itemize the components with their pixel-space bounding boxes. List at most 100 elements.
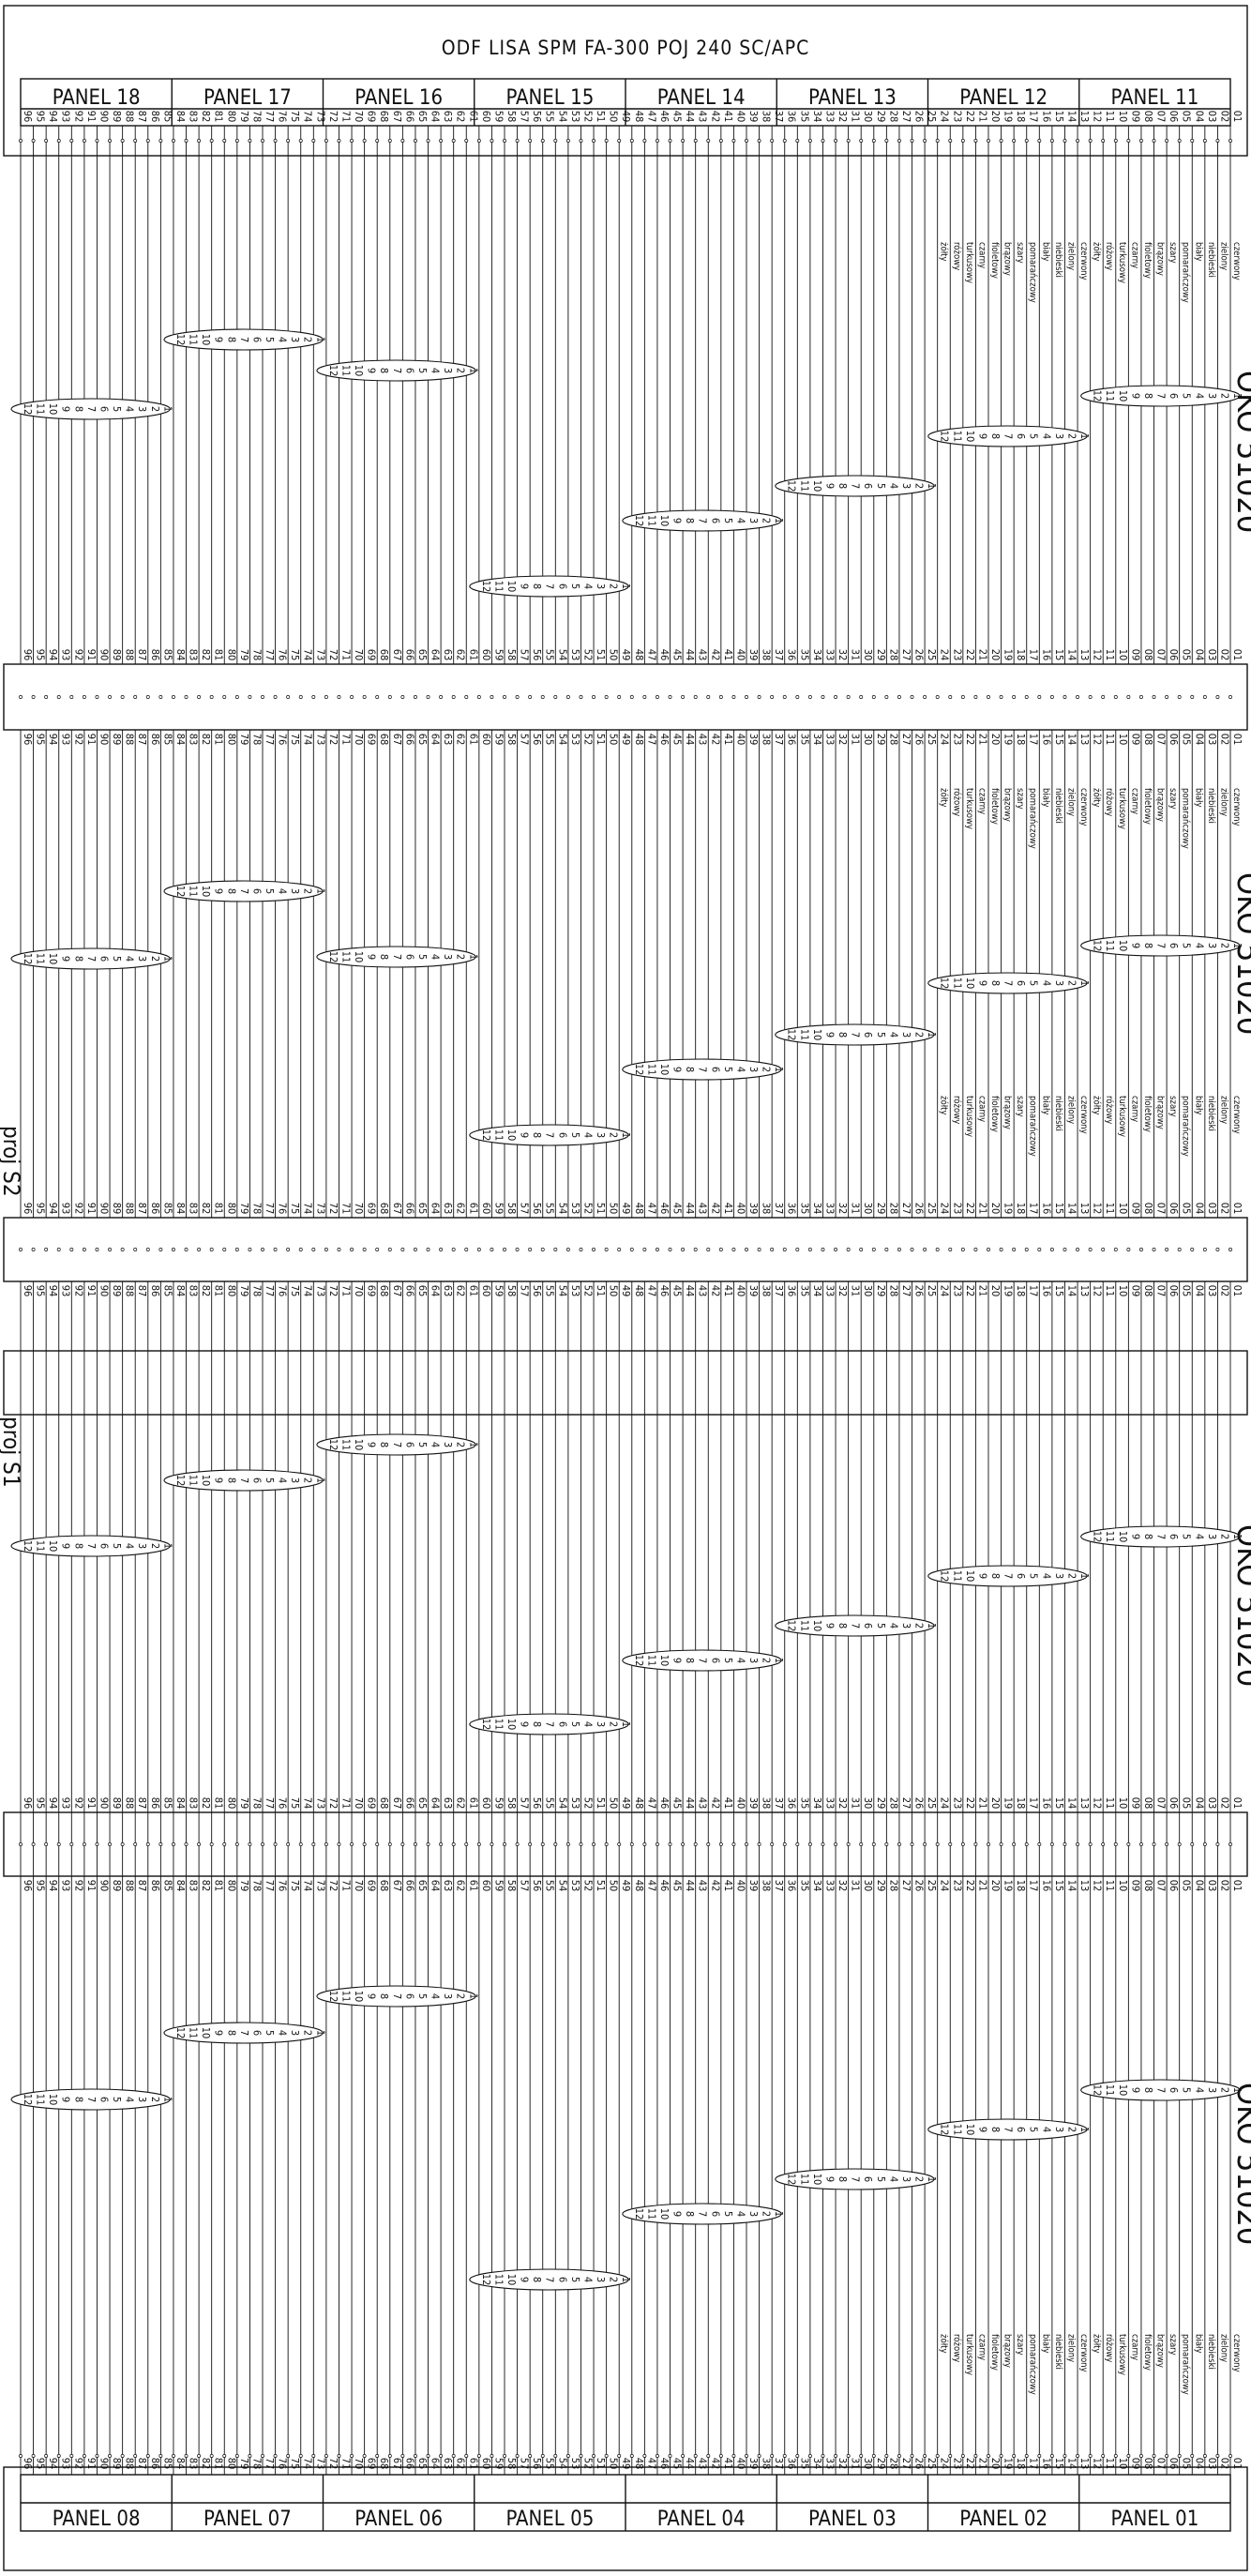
tube-number: 6	[98, 1543, 110, 1549]
fiber-number: 38	[761, 1880, 773, 1892]
tube-number: 7	[85, 956, 98, 962]
fiber-port	[158, 1842, 163, 1846]
fiber-number: 62	[455, 1203, 467, 1215]
fiber-color-label: czerwony	[1078, 2334, 1089, 2372]
fiber-number: 37	[773, 111, 785, 123]
fiber-number: 78	[250, 649, 263, 661]
fiber-number: 65	[416, 1797, 429, 1810]
fiber-number: 77	[264, 734, 276, 746]
fiber-port	[234, 1248, 239, 1251]
fiber-port	[540, 695, 545, 699]
fiber-number: 72	[327, 2458, 339, 2470]
fiber-port	[1024, 139, 1029, 143]
fiber-number: 15	[1053, 1285, 1065, 1297]
fiber-port	[69, 2454, 74, 2458]
fiber-number: 28	[887, 1285, 899, 1297]
fiber-port	[579, 139, 583, 143]
fiber-number: 52	[581, 1203, 594, 1215]
fiber-number: 76	[277, 734, 289, 746]
fiber-number: 20	[989, 1797, 1002, 1810]
tube-number: 12	[633, 515, 645, 527]
fiber-port	[1037, 695, 1042, 699]
fiber-number: 89	[111, 2458, 123, 2470]
fiber-number: 91	[85, 1797, 98, 1810]
fiber-port	[209, 695, 214, 699]
tube-number: 11	[35, 1540, 47, 1553]
tube-number: 10	[47, 2094, 59, 2106]
fiber-port	[108, 1248, 113, 1251]
fiber-number: 91	[85, 111, 98, 123]
tube-number: 9	[976, 2127, 988, 2132]
tube-number: 12	[939, 977, 951, 990]
fiber-number: 04	[1193, 1285, 1205, 1297]
tube-number: 10	[964, 2124, 976, 2136]
fiber-number: 90	[98, 2458, 110, 2470]
tube-number: 3	[595, 1721, 607, 1727]
fiber-color-label: czarny	[1129, 2334, 1139, 2360]
tube-number: 11	[645, 515, 657, 527]
fiber-number: 22	[964, 1880, 976, 1892]
fiber-port	[859, 139, 864, 143]
fiber-number: 10	[1117, 1203, 1129, 1215]
tube-number: 12	[174, 2027, 187, 2039]
fiber-port	[973, 1842, 978, 1846]
fiber-port	[439, 139, 444, 143]
fiber-port	[693, 2454, 698, 2458]
tube-number: 9	[1129, 1534, 1141, 1539]
fiber-port	[350, 2454, 354, 2458]
tube-number: 3	[1206, 1534, 1218, 1539]
fiber-number: 71	[339, 111, 352, 123]
tube-number: 10	[505, 581, 518, 593]
fiber-number: 14	[1065, 1880, 1078, 1892]
fiber-port	[222, 1842, 227, 1846]
fiber-number: 48	[633, 1203, 645, 1215]
fiber-number: 18	[1015, 1203, 1027, 1215]
fiber-number: 03	[1206, 1880, 1218, 1892]
fiber-port	[1138, 695, 1143, 699]
fiber-port	[592, 1248, 596, 1251]
fiber-number: 70	[353, 1285, 365, 1297]
fiber-port	[1012, 1842, 1017, 1846]
fiber-port	[362, 1842, 367, 1846]
fiber-port	[910, 1842, 914, 1846]
fiber-port	[745, 2454, 748, 2458]
fiber-port	[718, 139, 723, 143]
tube-number: 4	[277, 2030, 289, 2036]
fiber-number: 13	[1078, 1797, 1091, 1810]
fiber-number: 93	[60, 1797, 72, 1810]
fiber-number: 07	[1155, 1880, 1168, 1892]
fiber-port	[960, 1248, 965, 1251]
fiber-number: 76	[277, 111, 289, 123]
fiber-number: 35	[798, 734, 810, 746]
fiber-number: 48	[633, 2458, 645, 2470]
fiber-number: 95	[35, 2458, 47, 2470]
fiber-number: 37	[773, 1285, 785, 1297]
fiber-port	[807, 1842, 812, 1846]
fiber-port	[82, 695, 86, 699]
fiber-port	[1165, 1248, 1169, 1251]
fiber-number: 56	[531, 1880, 543, 1892]
fiber-port	[145, 695, 150, 699]
fiber-number: 39	[747, 2458, 760, 2470]
fiber-number: 61	[467, 2458, 479, 2470]
tube-number: 6	[862, 2176, 874, 2182]
fiber-number: 08	[1142, 1285, 1154, 1297]
tube-number: 12	[1092, 390, 1104, 402]
fiber-number: 85	[161, 1285, 173, 1297]
fiber-number: 05	[1181, 2458, 1193, 2470]
fiber-number: 53	[569, 734, 581, 746]
fiber-number: 40	[734, 1285, 746, 1297]
fiber-port	[935, 1248, 940, 1251]
tube-number: 4	[887, 483, 899, 489]
tube-number: 6	[403, 368, 415, 373]
fiber-port	[1088, 1842, 1093, 1846]
fiber-color-label: fioletowy	[1142, 788, 1153, 825]
fiber-port	[1138, 139, 1143, 143]
fiber-number: 92	[72, 111, 84, 123]
tube-ellipse	[622, 1058, 782, 1081]
fiber-number: 32	[837, 649, 849, 661]
tube-ellipse	[775, 475, 935, 497]
bottom-frame	[3, 2466, 1248, 2571]
fiber-number: 90	[98, 734, 110, 746]
fiber-port	[834, 1248, 838, 1251]
